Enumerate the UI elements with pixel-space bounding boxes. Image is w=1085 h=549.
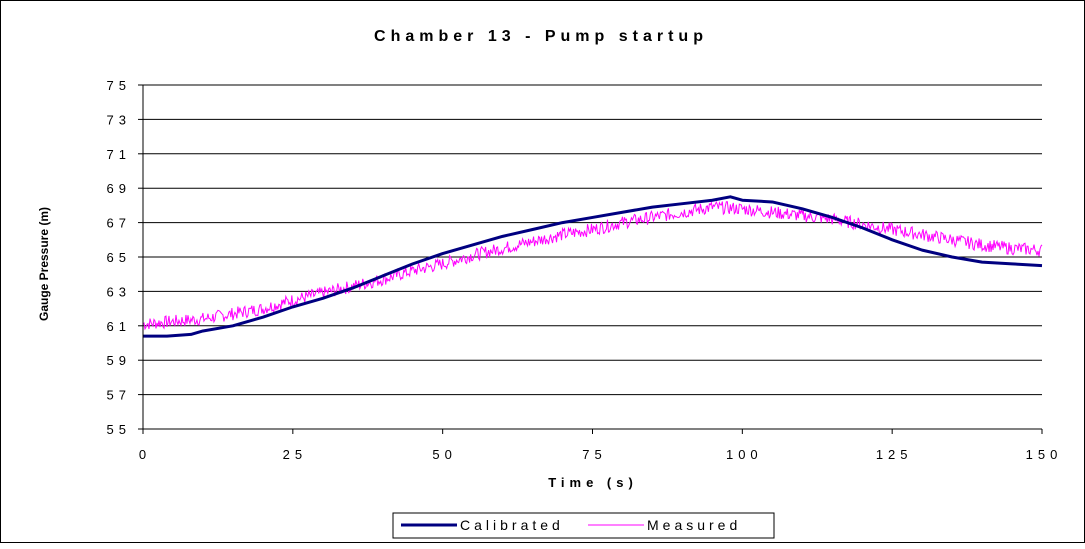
x-tick-label: 75: [582, 447, 606, 462]
legend-label-measured: Measured: [647, 517, 741, 533]
y-tick-label: 57: [107, 388, 131, 403]
y-tick-label: 73: [107, 112, 131, 127]
y-tick-label: 75: [107, 78, 131, 93]
x-tick-label: 100: [726, 447, 763, 462]
y-tick-label: 61: [107, 319, 131, 334]
legend: Calibrated Measured: [392, 512, 775, 539]
series-calibrated-line: [143, 195, 1043, 338]
y-axis-ticks: 55 57 59 61 63 65 67 69 71 73 75: [107, 78, 143, 437]
x-axis-label: Time (s): [548, 475, 638, 490]
axes: [142, 85, 1042, 430]
x-tick-label: 0: [139, 447, 151, 462]
y-axis-label: Gauge Pressure (m): [37, 207, 51, 321]
y-tick-label: 55: [107, 422, 131, 437]
y-tick-label: 63: [107, 284, 131, 299]
y-tick-label: 59: [107, 353, 131, 368]
series-measured-line: [142, 200, 1043, 331]
chart-title: Chamber 13 - Pump startup: [374, 28, 708, 45]
legend-label-calibrated: Calibrated: [460, 517, 564, 533]
grid-lines: [143, 84, 1042, 430]
x-tick-label: 125: [876, 447, 913, 462]
x-tick-label: 50: [432, 447, 456, 462]
x-tick-label: 25: [283, 447, 307, 462]
x-tick-label: 150: [1026, 447, 1063, 462]
y-tick-label: 65: [107, 250, 131, 265]
y-tick-label: 67: [107, 216, 131, 231]
y-tick-label: 71: [107, 147, 131, 162]
x-axis-ticks: 0 25 50 75 100 125 150: [139, 429, 1063, 462]
y-tick-label: 69: [107, 181, 131, 196]
series-lines: [142, 195, 1043, 338]
